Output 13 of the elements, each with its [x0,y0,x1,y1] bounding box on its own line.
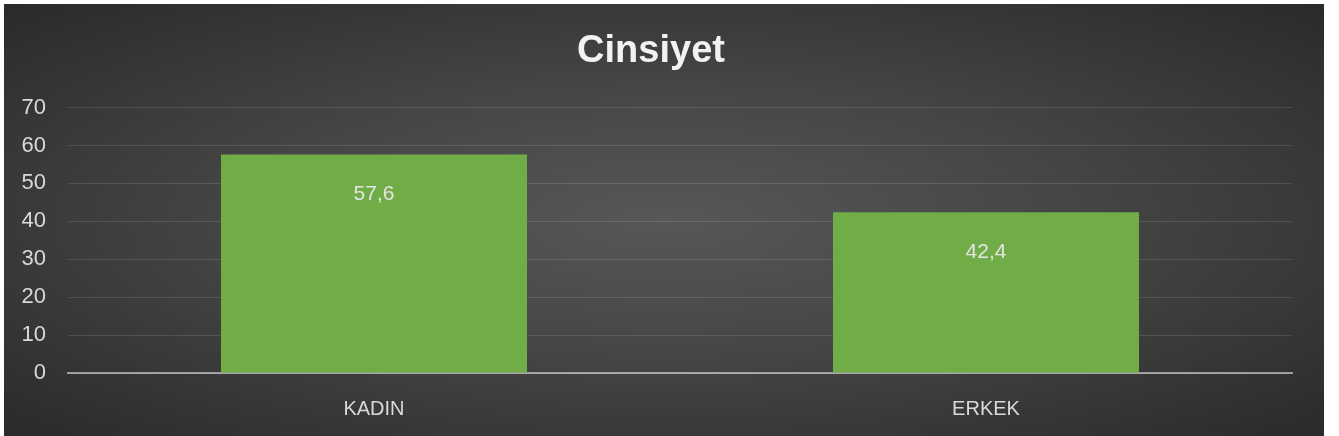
y-tick-label: 10 [21,321,46,347]
x-tick-label: KADIN [343,396,405,419]
y-tick-label: 40 [21,207,46,233]
y-tick-label: 30 [21,245,46,271]
y-tick-label: 0 [33,359,46,385]
y-tick-label: 60 [21,131,46,157]
x-tick-label: ERKEK [952,396,1021,419]
chart-title: Cinsiyet [577,28,726,71]
data-label: 57,6 [353,181,395,205]
data-label: 42,4 [965,239,1007,263]
y-tick-label: 50 [21,169,46,195]
y-tick-label: 20 [21,283,46,309]
y-tick-label: 70 [21,93,46,119]
